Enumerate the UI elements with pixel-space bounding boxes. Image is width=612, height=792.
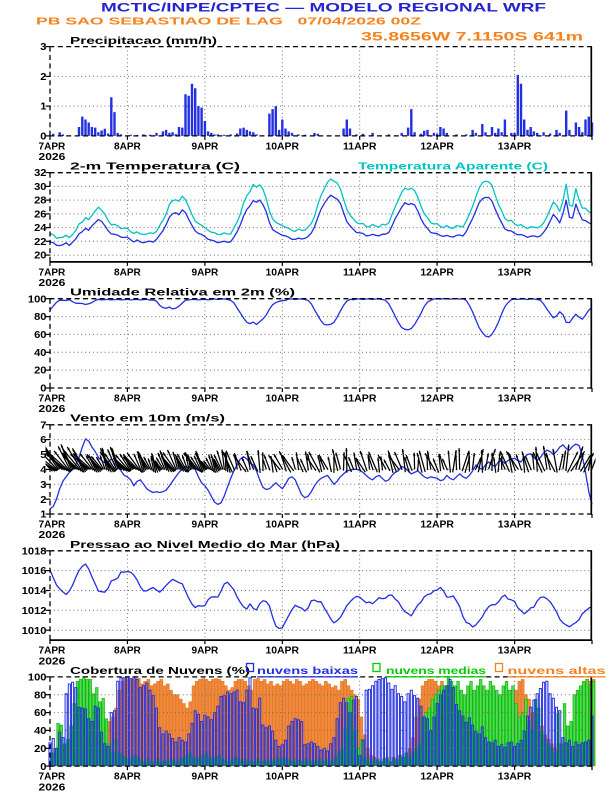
svg-text:32: 32 (34, 168, 47, 179)
svg-text:3: 3 (40, 42, 47, 53)
svg-text:10APR: 10APR (266, 772, 300, 783)
svg-text:11APR: 11APR (343, 141, 377, 152)
svg-text:80: 80 (34, 312, 47, 323)
svg-text:7APR: 7APR (39, 519, 66, 530)
svg-text:12APR: 12APR (420, 519, 454, 530)
svg-text:0: 0 (40, 384, 47, 395)
svg-text:12APR: 12APR (420, 772, 454, 783)
svg-text:2026: 2026 (39, 278, 66, 289)
svg-text:3: 3 (40, 480, 47, 491)
svg-text:100: 100 (28, 294, 47, 305)
svg-text:7APR: 7APR (39, 772, 66, 783)
svg-text:Precipitacao (mm/h): Precipitacao (mm/h) (70, 36, 217, 47)
svg-text:12APR: 12APR (420, 141, 454, 152)
svg-text:7APR: 7APR (39, 393, 66, 404)
svg-text:10APR: 10APR (266, 519, 300, 530)
svg-text:5: 5 (40, 450, 47, 461)
svg-text:13APR: 13APR (498, 141, 532, 152)
svg-text:11APR: 11APR (343, 772, 377, 783)
svg-text:13APR: 13APR (498, 646, 532, 657)
svg-text:8APR: 8APR (114, 267, 141, 278)
svg-text:9APR: 9APR (192, 772, 219, 783)
svg-text:7: 7 (40, 420, 47, 431)
svg-text:11APR: 11APR (343, 646, 377, 657)
svg-text:Umidade Relativa em 2m (%): Umidade Relativa em 2m (%) (70, 288, 295, 299)
svg-text:10APR: 10APR (266, 646, 300, 657)
svg-text:4: 4 (40, 465, 47, 476)
svg-text:11APR: 11APR (343, 267, 377, 278)
svg-text:2: 2 (40, 72, 47, 83)
svg-text:2026: 2026 (39, 530, 66, 541)
svg-text:40: 40 (34, 726, 47, 737)
svg-text:35.8656W 7.1150S 641m: 35.8656W 7.1150S 641m (361, 32, 583, 44)
svg-text:30: 30 (34, 182, 47, 193)
svg-text:9APR: 9APR (192, 646, 219, 657)
svg-text:7APR: 7APR (39, 141, 66, 152)
svg-text:20: 20 (34, 366, 47, 377)
svg-text:1: 1 (40, 510, 47, 521)
svg-text:100: 100 (28, 673, 47, 684)
svg-text:12APR: 12APR (420, 267, 454, 278)
svg-text:2026: 2026 (39, 404, 66, 415)
svg-text:60: 60 (34, 330, 47, 341)
svg-text:2026: 2026 (39, 782, 66, 792)
svg-text:nuvens baixas: nuvens baixas (257, 666, 359, 677)
svg-text:8APR: 8APR (114, 646, 141, 657)
svg-text:13APR: 13APR (498, 519, 532, 530)
svg-text:8APR: 8APR (114, 772, 141, 783)
svg-text:9APR: 9APR (192, 141, 219, 152)
svg-text:11APR: 11APR (343, 393, 377, 404)
svg-text:1014: 1014 (22, 586, 47, 597)
svg-text:12APR: 12APR (420, 393, 454, 404)
svg-text:8APR: 8APR (114, 141, 141, 152)
svg-text:8APR: 8APR (114, 519, 141, 530)
svg-text:Vento em 10m (m/s): Vento em 10m (m/s) (70, 414, 225, 425)
svg-text:1012: 1012 (22, 606, 47, 617)
svg-text:PB SAO SEBASTIAO DE LAG 07/0: PB SAO SEBASTIAO DE LAG 07/04/2026 00Z (36, 16, 421, 27)
svg-text:9APR: 9APR (192, 519, 219, 530)
svg-text:0: 0 (40, 762, 47, 773)
svg-text:20: 20 (34, 744, 47, 755)
svg-text:9APR: 9APR (192, 267, 219, 278)
svg-text:80: 80 (34, 690, 47, 701)
svg-text:13APR: 13APR (498, 393, 532, 404)
svg-text:0: 0 (40, 132, 47, 143)
svg-text:22: 22 (34, 237, 47, 248)
svg-text:28: 28 (34, 196, 47, 207)
svg-text:2: 2 (40, 495, 47, 506)
svg-text:12APR: 12APR (420, 646, 454, 657)
svg-text:10APR: 10APR (266, 141, 300, 152)
svg-text:24: 24 (34, 223, 47, 234)
svg-text:10APR: 10APR (266, 267, 300, 278)
svg-text:2026: 2026 (39, 656, 66, 667)
svg-text:8APR: 8APR (114, 393, 141, 404)
svg-text:20: 20 (34, 251, 47, 262)
svg-text:10APR: 10APR (266, 393, 300, 404)
svg-text:1010: 1010 (22, 626, 47, 637)
svg-text:60: 60 (34, 708, 47, 719)
svg-text:nuvens medias: nuvens medias (386, 666, 487, 677)
svg-text:11APR: 11APR (343, 519, 377, 530)
svg-text:MCTIC/INPE/CPTEC — MODELO REGI: MCTIC/INPE/CPTEC — MODELO REGIONAL WRF (101, 3, 546, 15)
svg-text:Temperatura Aparente (C): Temperatura Aparente (C) (358, 162, 548, 173)
svg-text:9APR: 9APR (192, 393, 219, 404)
svg-text:2026: 2026 (39, 152, 66, 163)
svg-text:13APR: 13APR (498, 772, 532, 783)
svg-text:13APR: 13APR (498, 267, 532, 278)
svg-text:1018: 1018 (22, 546, 47, 557)
svg-text:Cobertura de Nuvens (%): Cobertura de Nuvens (%) (70, 666, 250, 677)
svg-text:7APR: 7APR (39, 267, 66, 278)
svg-text:2-m Temperatura (C): 2-m Temperatura (C) (70, 162, 240, 173)
svg-text:40: 40 (34, 348, 47, 359)
svg-text:1: 1 (40, 102, 47, 113)
svg-text:6: 6 (40, 435, 47, 446)
svg-text:1016: 1016 (22, 566, 47, 577)
svg-text:Pressao ao Nivel Medio do Mar: Pressao ao Nivel Medio do Mar (hPa) (70, 540, 340, 551)
svg-text:7APR: 7APR (39, 646, 66, 657)
svg-text:nuvens altas: nuvens altas (508, 666, 607, 677)
svg-text:26: 26 (34, 210, 47, 221)
